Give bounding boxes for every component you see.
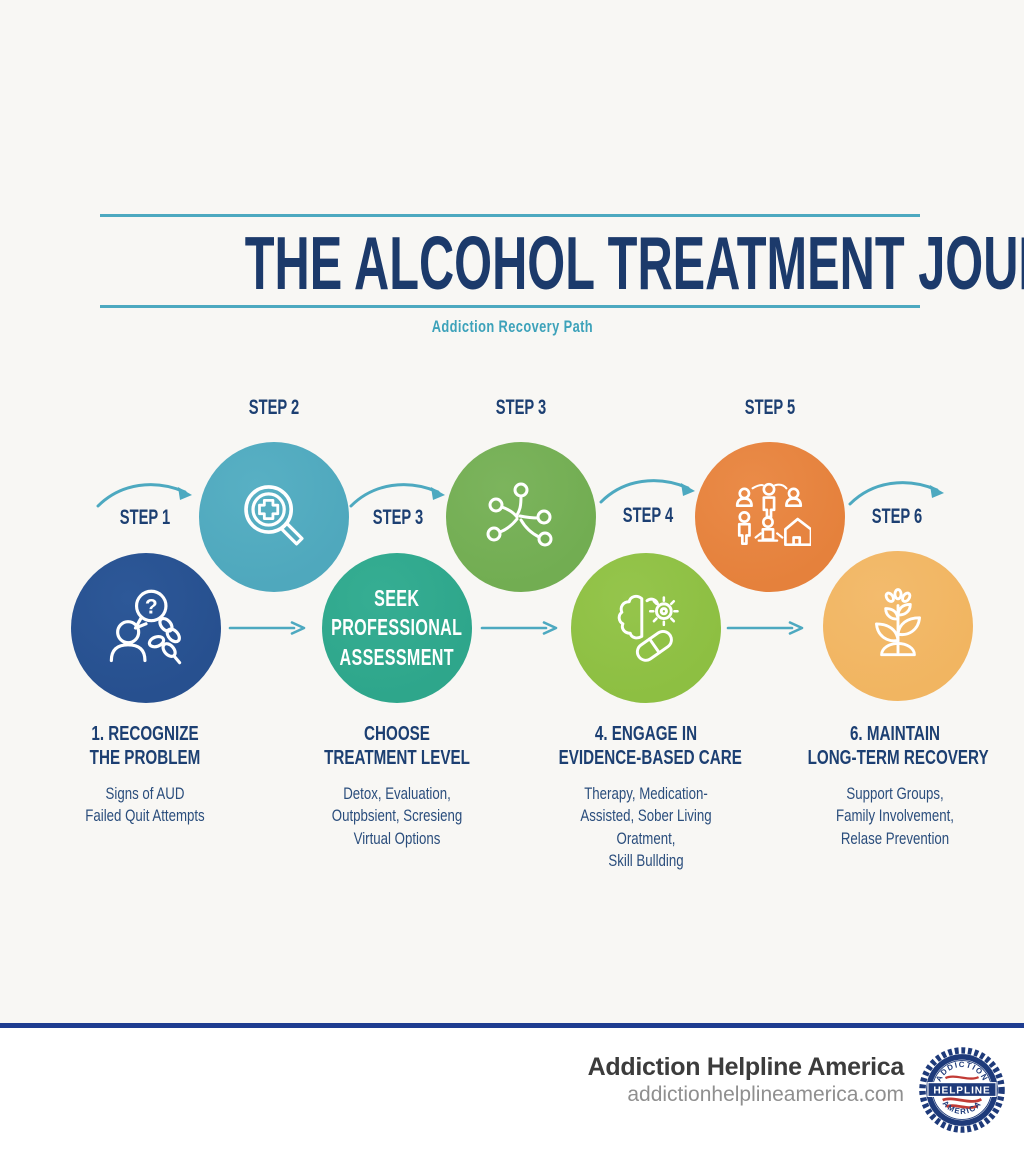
step4-description-body: Therapy, Medication- Assisted, Sober Liv… — [580, 783, 712, 871]
connector-arrow-1 — [228, 621, 306, 635]
brain-pill-gear-icon — [617, 594, 679, 662]
step3-inline-label: STEP 3 — [372, 506, 424, 529]
badge-band-text: HELPLINE — [933, 1085, 990, 1096]
person-question-broken-chain-icon: ? — [109, 589, 182, 665]
step3-description-block: CHOOSE TREATMENT LEVEL Detox, Evaluation… — [282, 722, 512, 850]
seek-assessment-text: SEEK PROFESSIONAL ASSESSMENT — [331, 584, 463, 670]
step1-description-block: 1. RECOGNIZE THE PROBLEM Signs of AUD Fa… — [30, 722, 260, 828]
step2-circle — [199, 442, 349, 592]
addiction-helpline-america-seal-icon: ADDICTION AMERICA HELPLINE — [919, 1047, 1005, 1133]
step3-circle — [446, 442, 596, 592]
step6-description-block: 6. MAINTAIN LONG-TERM RECOVERY Support G… — [780, 722, 1010, 850]
step3-top-label: STEP 3 — [495, 396, 547, 419]
step4-circle — [571, 553, 721, 703]
step4-description-title: 4. ENGAGE IN EVIDENCE-BASED CARE — [558, 723, 742, 770]
step3-description-body: Detox, Evaluation, Outpbsient, Scresieng… — [331, 783, 463, 848]
connector-arrow-3 — [726, 621, 804, 635]
step1-description-body: Signs of AUD Failed Quit Attempts — [85, 783, 205, 826]
step2-label: STEP 2 — [248, 396, 300, 419]
subtitle-row: Addiction Recovery Path — [0, 318, 1024, 337]
curved-arrow-step4 — [599, 479, 695, 504]
step6-circle — [823, 551, 973, 701]
page-title: THE ALCOHOL TREATMENT JOURNEY — [244, 221, 1024, 305]
step1-circle: ? — [71, 553, 221, 703]
footer-brand-block: Addiction Helpline America addictionhelp… — [587, 1052, 905, 1107]
curved-arrow-step1 — [96, 483, 192, 508]
curved-arrow-step6 — [848, 481, 944, 506]
step1-label: STEP 1 — [119, 506, 171, 529]
footer: Addiction Helpline America addictionhelp… — [0, 1028, 1024, 1154]
step3-description-title: CHOOSE TREATMENT LEVEL — [324, 723, 470, 770]
step6-label: STEP 6 — [871, 505, 923, 528]
seek-assessment-circle: SEEK PROFESSIONAL ASSESSMENT — [322, 553, 472, 703]
network-nodes-icon — [486, 482, 553, 547]
step1-description-title: 1. RECOGNIZE THE PROBLEM — [89, 723, 201, 770]
people-house-icon — [735, 482, 811, 547]
title-underline — [100, 305, 920, 308]
magnifier-medical-cross-icon — [244, 485, 304, 546]
footer-divider-line — [0, 1023, 1024, 1028]
brand-name: Addiction Helpline America — [587, 1053, 905, 1081]
step4-label: STEP 4 — [622, 504, 674, 527]
step6-description-body: Support Groups, Family Involvement, Rela… — [836, 783, 954, 848]
svg-text:?: ? — [145, 595, 158, 618]
step4-description-block: 4. ENGAGE IN EVIDENCE-BASED CARE Therapy… — [531, 722, 761, 873]
top-divider-line — [100, 214, 920, 217]
step5-label: STEP 5 — [744, 396, 796, 419]
brand-website: addictionhelplineamerica.com — [627, 1083, 904, 1106]
sprouting-plant-icon — [875, 588, 921, 657]
step6-description-title: 6. MAINTAIN LONG-TERM RECOVERY — [807, 723, 989, 770]
step5-circle — [695, 442, 845, 592]
title-row: THE ALCOHOL TREATMENT JOURNEY — [0, 226, 1024, 301]
curved-arrow-step3 — [349, 483, 445, 508]
subtitle: Addiction Recovery Path — [431, 318, 593, 336]
connector-arrow-2 — [480, 621, 558, 635]
